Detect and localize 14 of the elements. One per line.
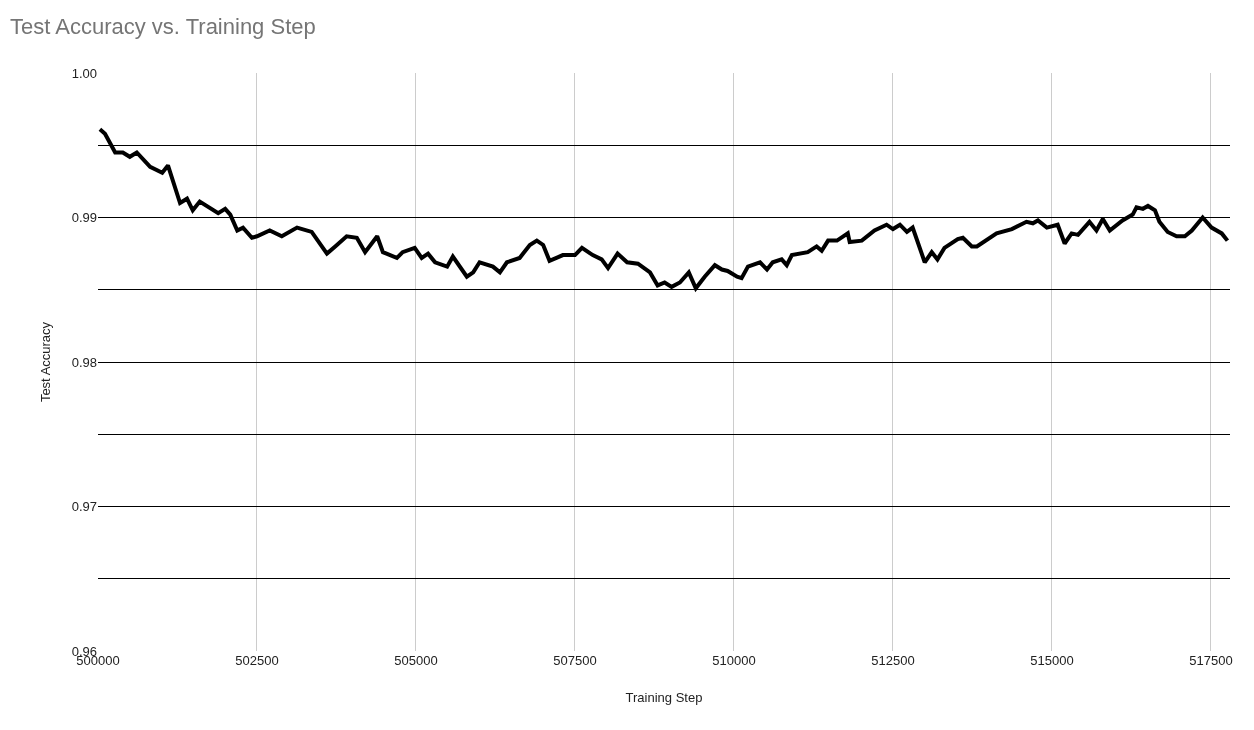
y-tick-label: 0.97 xyxy=(71,499,97,515)
x-tick-label: 502500 xyxy=(235,653,279,668)
y-axis-title: Test Accuracy xyxy=(37,321,53,403)
x-tick-label: 512500 xyxy=(871,653,915,668)
chart-title: Test Accuracy vs. Training Step xyxy=(10,13,316,39)
y-tick-label: 1.00 xyxy=(71,65,97,81)
x-tick-label: 517500 xyxy=(1189,653,1233,668)
x-tick-label: 507500 xyxy=(553,653,597,668)
x-tick-label: 515000 xyxy=(1030,653,1074,668)
x-tick-label: 505000 xyxy=(394,653,438,668)
y-tick-label: 0.99 xyxy=(71,210,97,226)
y-tick-label: 0.98 xyxy=(71,354,97,370)
x-tick-label: 510000 xyxy=(712,653,756,668)
x-axis-title: Training Step xyxy=(625,689,703,705)
